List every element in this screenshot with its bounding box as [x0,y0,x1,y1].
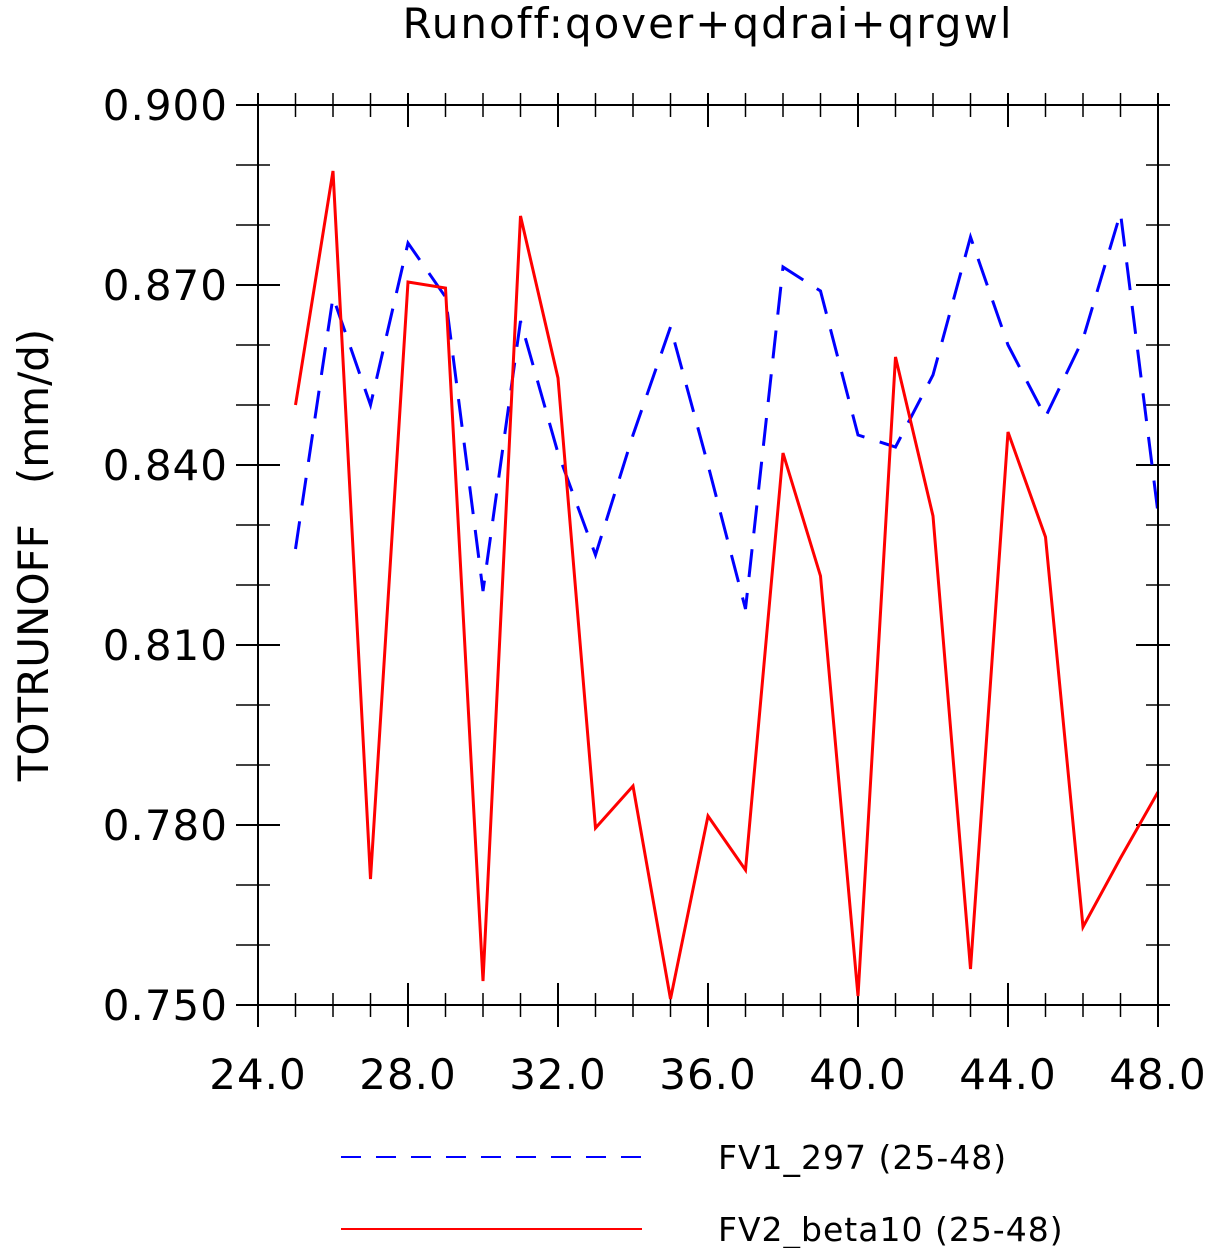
legend: FV1_297 (25-48) FV2_beta10 (25-48) [341,1138,1064,1248]
x-axis-ticks: 24.0 28.0 32.0 36.0 40.0 44.0 48.0 [209,93,1205,1099]
y-tick-label: 0.900 [103,81,228,130]
x-tick-label: 40.0 [809,1050,907,1099]
x-tick-label: 48.0 [1109,1050,1205,1099]
legend-label-2: FV2_beta10 (25-48) [718,1210,1064,1248]
y-axis-ticks: 0.750 0.780 0.810 0.840 0.870 0.900 [103,81,1170,1030]
series-line-2 [294,170,1160,1000]
y-tick-label: 0.780 [103,801,228,850]
series-layer [294,170,1160,1000]
chart-title: Runoff:qover+qdrai+qrgwl [402,0,1013,48]
x-tick-label: 28.0 [359,1050,457,1099]
series-line-1 [294,212,1160,610]
plot-frame [257,104,1159,1006]
y-tick-label: 0.840 [103,441,228,490]
y-axis-label: TOTRUNOFF (mm/d) [9,329,58,783]
x-tick-label: 44.0 [959,1050,1057,1099]
y-tick-label: 0.750 [103,981,228,1030]
x-tick-label: 36.0 [659,1050,757,1099]
y-tick-label: 0.810 [103,621,228,670]
x-tick-label: 32.0 [509,1050,607,1099]
legend-label-1: FV1_297 (25-48) [718,1138,1007,1177]
x-tick-label: 24.0 [209,1050,307,1099]
y-tick-label: 0.870 [103,261,228,310]
